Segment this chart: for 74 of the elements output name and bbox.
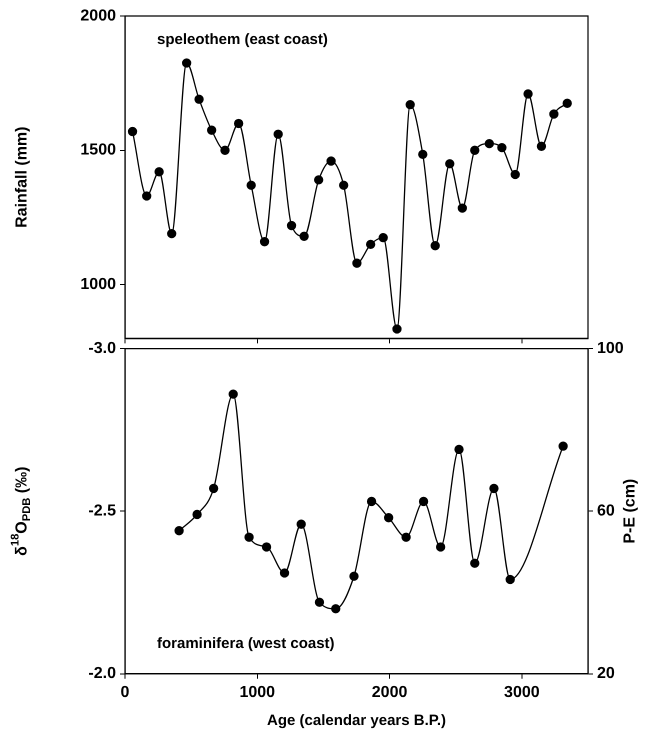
point	[220, 146, 230, 155]
x-tick-label: 0	[120, 684, 130, 701]
point	[436, 542, 446, 552]
point	[154, 167, 164, 176]
point	[244, 532, 254, 542]
point	[352, 258, 362, 268]
y2-tick-label: 100	[597, 340, 624, 358]
y-tick-label: -2.0	[88, 665, 116, 682]
point	[192, 510, 202, 520]
y2-tick-label: 20	[597, 665, 615, 682]
point	[506, 574, 515, 584]
point	[470, 146, 480, 155]
point	[418, 150, 428, 160]
point	[128, 126, 138, 136]
point	[458, 203, 467, 213]
point	[299, 232, 309, 241]
point	[562, 98, 572, 108]
point	[430, 241, 440, 250]
point	[314, 598, 324, 607]
y2-tick-label: 60	[597, 502, 615, 520]
point	[339, 180, 348, 190]
point	[182, 58, 192, 68]
point	[314, 175, 324, 185]
point	[286, 220, 296, 230]
y-tick-label: 1000	[80, 276, 116, 294]
point	[296, 520, 306, 529]
point	[406, 100, 415, 110]
y-axis-title: Rainfall (mm)	[13, 126, 30, 228]
point	[536, 142, 546, 151]
point	[234, 118, 244, 128]
y-axis-title: δ18OPDB (‰)	[10, 466, 33, 556]
y-tick-label: -3.0	[88, 340, 116, 358]
point	[378, 233, 388, 242]
point	[260, 237, 270, 246]
point	[280, 568, 290, 578]
x-axis-title: Age (calendar years B.P.)	[267, 712, 446, 730]
y-tick-label: -2.5	[88, 502, 116, 520]
point	[142, 191, 152, 201]
point	[558, 442, 568, 451]
point	[401, 532, 411, 542]
point	[174, 526, 184, 536]
point	[392, 324, 402, 334]
point	[262, 542, 272, 552]
point	[454, 444, 464, 454]
y2-axis-title: P-E (cm)	[621, 478, 638, 544]
point	[331, 604, 340, 614]
point	[228, 389, 238, 399]
y-tick-label: 2000	[80, 7, 116, 24]
point	[549, 109, 559, 119]
point	[349, 572, 359, 581]
point	[497, 142, 507, 152]
point	[274, 130, 283, 139]
x-tick-label: 2000	[372, 684, 408, 701]
point	[167, 228, 176, 238]
x-tick-label: 1000	[239, 684, 276, 701]
annotation: speleothem (east coast)	[157, 31, 328, 48]
point	[445, 159, 454, 168]
point	[194, 94, 204, 104]
x-tick-label: 3000	[504, 684, 540, 701]
point	[384, 513, 394, 522]
point	[418, 496, 428, 506]
point	[470, 558, 480, 568]
point	[246, 180, 256, 190]
point	[484, 138, 494, 148]
point	[326, 156, 336, 166]
point	[489, 484, 499, 494]
point	[510, 170, 520, 180]
point	[366, 496, 376, 506]
point	[366, 240, 376, 250]
point	[208, 484, 218, 494]
y-tick-label: 1500	[80, 142, 116, 159]
annotation: foraminifera (west coast)	[157, 634, 335, 652]
point	[523, 89, 533, 99]
point	[206, 126, 216, 135]
